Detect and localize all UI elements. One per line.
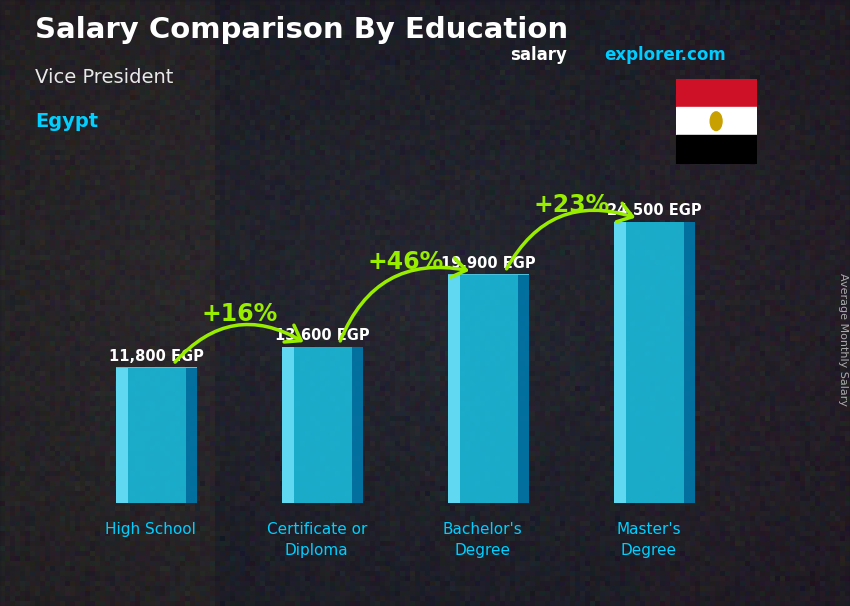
Bar (185, 368, 197, 503)
FancyArrowPatch shape (507, 203, 632, 269)
Bar (676, 135, 756, 164)
Text: +23%: +23% (534, 193, 609, 217)
Bar (282, 347, 294, 503)
Bar (282, 347, 352, 503)
Text: salary: salary (510, 45, 567, 64)
Text: Average Monthly Salary: Average Monthly Salary (838, 273, 848, 406)
Bar (683, 222, 695, 503)
Text: 13,600 EGP: 13,600 EGP (275, 328, 370, 343)
Bar (116, 368, 185, 503)
Bar (448, 275, 461, 503)
FancyArrowPatch shape (175, 324, 301, 362)
Bar (352, 347, 363, 503)
Text: Salary Comparison By Education: Salary Comparison By Education (35, 16, 568, 44)
Bar (614, 222, 626, 503)
Text: Vice President: Vice President (35, 68, 173, 87)
Bar (116, 368, 128, 503)
Text: Egypt: Egypt (35, 113, 99, 132)
Text: 11,800 EGP: 11,800 EGP (109, 348, 204, 364)
Text: 24,500 EGP: 24,500 EGP (607, 203, 702, 218)
Bar (676, 79, 756, 107)
Text: 19,900 EGP: 19,900 EGP (441, 256, 536, 271)
Text: +16%: +16% (201, 302, 278, 325)
Text: explorer.com: explorer.com (604, 45, 726, 64)
Bar (614, 222, 683, 503)
Circle shape (711, 112, 722, 130)
Bar (448, 275, 518, 503)
Text: +46%: +46% (367, 250, 444, 274)
Bar (518, 275, 530, 503)
FancyArrowPatch shape (340, 258, 467, 341)
Bar (676, 107, 756, 135)
